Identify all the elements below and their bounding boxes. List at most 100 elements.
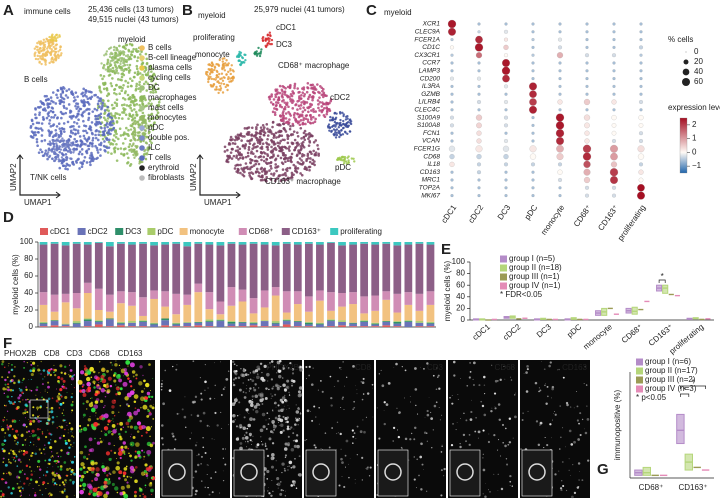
umap-point: [82, 119, 85, 123]
umap-point: [34, 133, 37, 137]
cell-signal: [383, 401, 386, 404]
size-legend-dot: [683, 59, 689, 65]
cell-signal: [246, 446, 248, 448]
cell-signal: [96, 473, 100, 477]
cell-signal: [29, 435, 31, 437]
bar-segment: [360, 243, 369, 297]
panel-letter: C: [366, 2, 377, 19]
umap-point: [36, 54, 39, 58]
umap-point: [95, 108, 99, 112]
umap-point: [135, 103, 139, 106]
cell-signal: [39, 466, 40, 467]
umap-point: [302, 118, 305, 122]
cell-signal: [92, 492, 94, 493]
umap-point: [118, 44, 121, 48]
cell-signal: [287, 443, 290, 447]
cell-signal: [22, 379, 24, 381]
cell-signal: [483, 413, 487, 417]
cell-signal: [236, 414, 239, 417]
umap-point: [278, 84, 282, 88]
cell-signal: [39, 489, 41, 492]
umap-point: [58, 102, 62, 105]
umap-point: [61, 127, 64, 131]
umap-point: [341, 126, 345, 130]
umap-point: [40, 62, 43, 66]
umap-point: [254, 170, 258, 173]
umap-point: [340, 157, 343, 160]
bar-segment: [415, 242, 424, 244]
umap-point: [270, 145, 273, 149]
cell-signal: [267, 380, 269, 382]
umap-point: [56, 116, 59, 119]
cell-signal: [133, 494, 137, 498]
dot: [557, 99, 563, 105]
gene-label: CD1C: [422, 44, 440, 51]
umap-point: [281, 99, 284, 103]
cell-signal: [470, 410, 473, 414]
cell-signal: [141, 449, 144, 452]
umap-point: [59, 148, 63, 151]
cell-signal: [82, 391, 85, 393]
bar-segment: [415, 310, 424, 322]
umap-point: [141, 100, 144, 103]
cell-signal: [416, 413, 419, 415]
umap-point: [130, 84, 133, 88]
cell-signal: [507, 443, 510, 446]
cell-signal: [160, 382, 163, 386]
umap-point: [218, 58, 221, 62]
cell-signal: [282, 367, 285, 370]
bar-segment: [371, 295, 380, 311]
bar-segment: [393, 293, 402, 313]
umap-point: [135, 82, 139, 86]
umap-point: [80, 165, 84, 168]
arrow-head: [55, 191, 61, 199]
cell-signal: [16, 443, 19, 446]
dot: [639, 38, 643, 42]
cell-signal: [50, 368, 53, 371]
bar-segment: [227, 326, 236, 327]
cell-signal: [363, 430, 366, 434]
cell-signal: [52, 466, 54, 468]
cell-signal: [104, 478, 108, 482]
cell-signal: [60, 377, 64, 381]
cell-signal: [465, 419, 468, 422]
cell-signal: [281, 400, 285, 404]
umap-point: [215, 88, 218, 91]
umap-point: [257, 174, 261, 178]
cell-signal: [56, 452, 58, 454]
umap-point: [268, 97, 272, 101]
umap-point: [296, 161, 300, 164]
cell-signal: [111, 420, 113, 422]
inset-cell: [240, 463, 258, 481]
cell-signal: [232, 383, 236, 387]
cell-signal: [47, 368, 51, 372]
cell-signal: [53, 473, 54, 475]
cell-signal: [24, 403, 28, 407]
umap-point: [88, 108, 91, 111]
cell-signal: [42, 378, 44, 380]
cell-signal: [129, 362, 135, 368]
cell-signal: [209, 425, 210, 427]
dot: [501, 66, 511, 75]
cell-signal: [414, 367, 417, 370]
cell-signal: [68, 452, 70, 454]
cell-signal: [67, 475, 69, 477]
umap-point: [108, 115, 112, 119]
umap-point: [221, 66, 224, 70]
umap-point: [50, 40, 54, 44]
umap-point: [262, 130, 266, 134]
umap-point: [299, 97, 303, 100]
umap-point: [127, 71, 131, 74]
umap-point: [287, 105, 290, 109]
cell-signal: [259, 362, 263, 366]
cell-signal: [59, 491, 61, 493]
cell-signal: [260, 440, 262, 442]
umap-point: [53, 52, 57, 55]
bar-segment: [371, 310, 380, 323]
cell-signal: [443, 467, 446, 471]
cell-signal: [62, 409, 64, 411]
cell-signal: [306, 378, 308, 380]
umap-point: [34, 126, 38, 130]
cell-signal: [105, 491, 110, 495]
cell-signal: [93, 404, 99, 410]
